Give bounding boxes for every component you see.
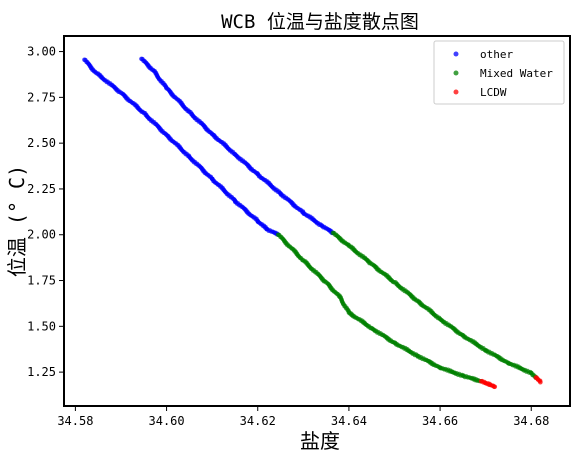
- legend-label: LCDW: [480, 86, 507, 99]
- legend-marker: [454, 52, 459, 57]
- y-axis: 1.25 1.50 1.75 2.00 2.25 2.50 2.75 3.00: [27, 45, 64, 380]
- chart-title: WCB 位温与盐度散点图: [221, 11, 419, 33]
- x-tick-label: 34.62: [240, 414, 276, 428]
- plot-marks: [82, 57, 542, 389]
- x-tick-label: 34.58: [57, 414, 93, 428]
- x-axis: 34.58 34.60 34.62 34.64 34.66 34.68: [57, 406, 549, 428]
- y-tick-label: 2.25: [27, 182, 56, 196]
- legend-marker: [454, 90, 459, 95]
- legend: other Mixed Water LCDW: [434, 41, 564, 104]
- y-tick-label: 1.50: [27, 319, 56, 333]
- y-tick-label: 3.00: [27, 45, 56, 59]
- data-point: [492, 384, 497, 389]
- x-tick-label: 34.66: [422, 414, 458, 428]
- y-tick-label: 2.00: [27, 228, 56, 242]
- x-tick-label: 34.68: [513, 414, 549, 428]
- x-tick-label: 34.60: [149, 414, 185, 428]
- legend-label: Mixed Water: [480, 67, 553, 80]
- y-tick-label: 2.50: [27, 136, 56, 150]
- data-point: [538, 380, 543, 385]
- legend-label: other: [480, 48, 513, 61]
- legend-marker: [454, 71, 459, 76]
- y-axis-label: 位温 (° C): [5, 165, 29, 277]
- y-tick-label: 2.75: [27, 90, 56, 104]
- x-axis-label: 盐度: [300, 429, 340, 453]
- y-tick-label: 1.75: [27, 274, 56, 288]
- series-other: [82, 57, 335, 237]
- y-tick-label: 1.25: [27, 365, 56, 379]
- x-tick-label: 34.64: [331, 414, 367, 428]
- series-mixed-water: [276, 231, 538, 384]
